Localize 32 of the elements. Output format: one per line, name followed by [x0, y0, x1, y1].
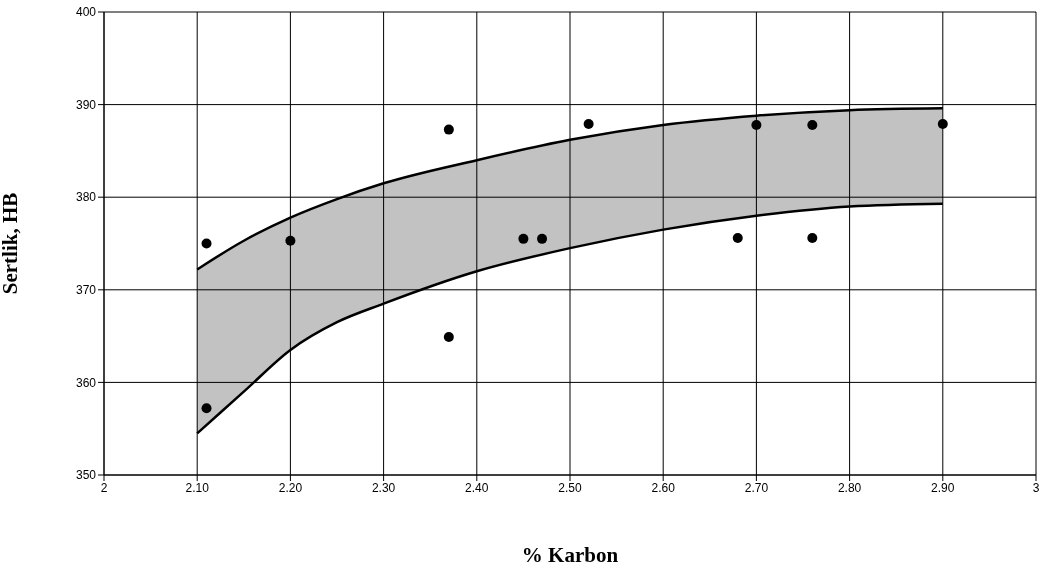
point	[518, 233, 529, 244]
x-tick-label: 2	[100, 480, 108, 495]
y-tick-label: 370	[75, 283, 97, 298]
point	[937, 119, 948, 130]
y-tick-label: 380	[75, 190, 97, 205]
x-tick-label: 3	[1032, 480, 1040, 495]
point	[443, 124, 454, 135]
point	[807, 119, 818, 130]
x-tick-label: 2.80	[837, 480, 862, 495]
y-tick-label: 350	[75, 468, 97, 483]
point	[201, 238, 212, 249]
x-tick-label: 2.90	[931, 480, 955, 495]
x-tick-label: 2.70	[744, 480, 769, 495]
point	[443, 332, 454, 343]
y-tick-label: 360	[75, 375, 97, 390]
point	[751, 119, 762, 130]
point	[583, 119, 594, 130]
point	[732, 232, 743, 243]
x-tick-label: 2.20	[278, 480, 303, 495]
point	[285, 235, 296, 246]
point	[807, 232, 818, 243]
point	[537, 233, 548, 244]
point	[201, 403, 212, 414]
x-tick-label: 2.10	[185, 480, 210, 495]
y-tick-label: 400	[75, 5, 97, 20]
x-tick-label: 2.30	[371, 480, 396, 495]
x-tick-label: 2.50	[558, 480, 582, 495]
x-tick-label: 2.60	[651, 480, 676, 495]
y-axis-title: Sertlik, HB	[0, 192, 23, 295]
x-tick-label: 2.40	[465, 480, 489, 495]
x-axis-title: % Karbon	[521, 543, 619, 567]
y-tick-label: 390	[75, 97, 97, 112]
